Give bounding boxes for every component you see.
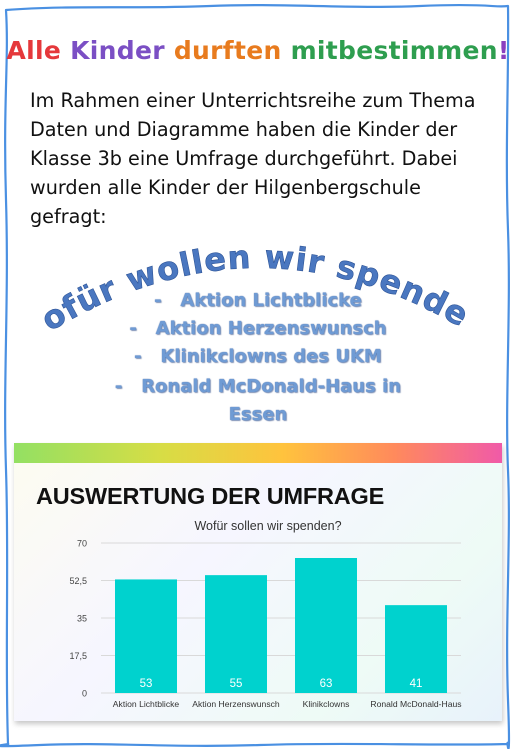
headline-word: Kinder xyxy=(70,36,165,65)
bar xyxy=(295,558,357,693)
question-arc: Wofür wollen wir spenden? xyxy=(0,215,475,339)
option-item: - Aktion Herzenswunsch xyxy=(129,318,387,339)
intro-line: Im Rahmen einer Unterrichtsreihe zum The… xyxy=(30,89,476,112)
intro-line: gefragt: xyxy=(30,205,107,228)
bar-value-label: 63 xyxy=(320,678,333,690)
card-title: AUSWERTUNG DER UMFRAGE xyxy=(36,483,385,509)
bar xyxy=(205,575,267,693)
gradient-strip xyxy=(14,443,502,463)
headline-word: durften xyxy=(173,36,282,65)
headline: Alle Kinder durften mitbestimmen! xyxy=(0,36,516,65)
x-tick-label: Aktion Herzenswunsch xyxy=(192,699,280,709)
x-tick-label: Klinikclowns xyxy=(303,699,350,709)
option-item: - Aktion Lichtblicke xyxy=(154,290,362,311)
chart-title: Wofür sollen wir spenden? xyxy=(194,519,341,533)
headline-word: ! xyxy=(497,36,510,65)
y-tick-label: 35 xyxy=(77,614,87,624)
y-tick-label: 52,5 xyxy=(69,576,87,586)
intro-line: Klasse 3b eine Umfrage durchgeführt. Dab… xyxy=(30,147,458,170)
x-tick-label: Aktion Lichtblicke xyxy=(113,699,180,709)
option-item: - Klinikclowns des UKM xyxy=(134,346,382,367)
intro-line: Daten und Diagramme haben die Kinder der xyxy=(30,118,458,141)
y-tick-label: 0 xyxy=(82,689,87,699)
headline-word: Alle xyxy=(6,36,62,65)
bar-value-label: 41 xyxy=(410,678,423,690)
y-tick-label: 17,5 xyxy=(69,651,87,661)
headline-word: mitbestimmen xyxy=(290,36,498,65)
x-tick-label: Ronald McDonald-Haus xyxy=(370,699,461,709)
bar xyxy=(115,579,177,693)
bar-chart: Wofür sollen wir spenden? 017,53552,570 … xyxy=(69,519,461,709)
intro-line: wurden alle Kinder der Hilgenbergschule xyxy=(30,176,421,199)
bar-value-label: 53 xyxy=(140,678,153,690)
bar-value-label: 55 xyxy=(230,678,243,690)
option-item: Essen xyxy=(228,404,288,425)
survey-result-card: AUSWERTUNG DER UMFRAGE Wofür sollen wir … xyxy=(14,443,502,721)
option-item: - Ronald McDonald-Haus in xyxy=(114,376,402,397)
y-tick-label: 70 xyxy=(77,539,87,549)
bar xyxy=(385,605,447,693)
intro-text: Im Rahmen einer Unterrichtsreihe zum The… xyxy=(30,86,500,231)
